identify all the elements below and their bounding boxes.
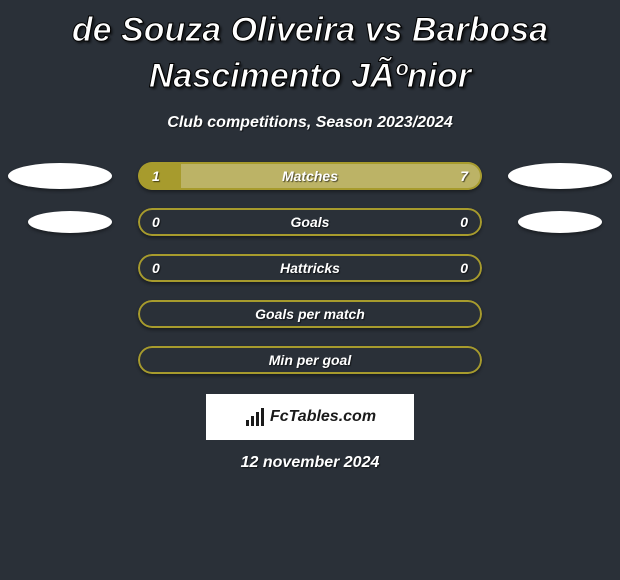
stat-right-value: 0	[460, 260, 468, 276]
stat-row: 0 0 Goals	[0, 208, 620, 236]
stat-row: 1 7 Matches	[0, 162, 620, 190]
stat-right-value: 0	[460, 214, 468, 230]
stat-label: Matches	[282, 168, 338, 184]
stat-right-value: 7	[460, 168, 468, 184]
card-date: 12 november 2024	[241, 454, 380, 472]
player-left-marker	[8, 163, 112, 189]
brand-box: FcTables.com	[206, 394, 414, 440]
stat-label: Goals	[291, 214, 330, 230]
stat-bar: Goals per match	[138, 300, 482, 328]
card-title: de Souza Oliveira vs Barbosa Nascimento …	[0, 0, 620, 100]
stat-row: 0 0 Hattricks	[0, 254, 620, 282]
stat-left-value: 0	[152, 260, 160, 276]
stat-bar: 0 0 Hattricks	[138, 254, 482, 282]
stat-label: Min per goal	[269, 352, 351, 368]
stat-left-value: 0	[152, 214, 160, 230]
stat-label: Goals per match	[255, 306, 365, 322]
player-right-marker	[508, 163, 612, 189]
stat-bar: 0 0 Goals	[138, 208, 482, 236]
brand-chart-icon	[244, 406, 266, 428]
stat-bar: 1 7 Matches	[138, 162, 482, 190]
stats-comparison-card: de Souza Oliveira vs Barbosa Nascimento …	[0, 0, 620, 580]
stat-label: Hattricks	[280, 260, 340, 276]
stat-bar: Min per goal	[138, 346, 482, 374]
card-subtitle: Club competitions, Season 2023/2024	[167, 114, 452, 132]
player-left-marker	[28, 211, 112, 233]
brand-text: FcTables.com	[270, 408, 376, 426]
player-right-marker	[518, 211, 602, 233]
stat-rows: 1 7 Matches 0 0 Goals 0 0 Hattricks Goals per mat…	[0, 162, 620, 374]
stat-row: Goals per match	[0, 300, 620, 328]
stat-left-value: 1	[152, 168, 160, 184]
stat-row: Min per goal	[0, 346, 620, 374]
